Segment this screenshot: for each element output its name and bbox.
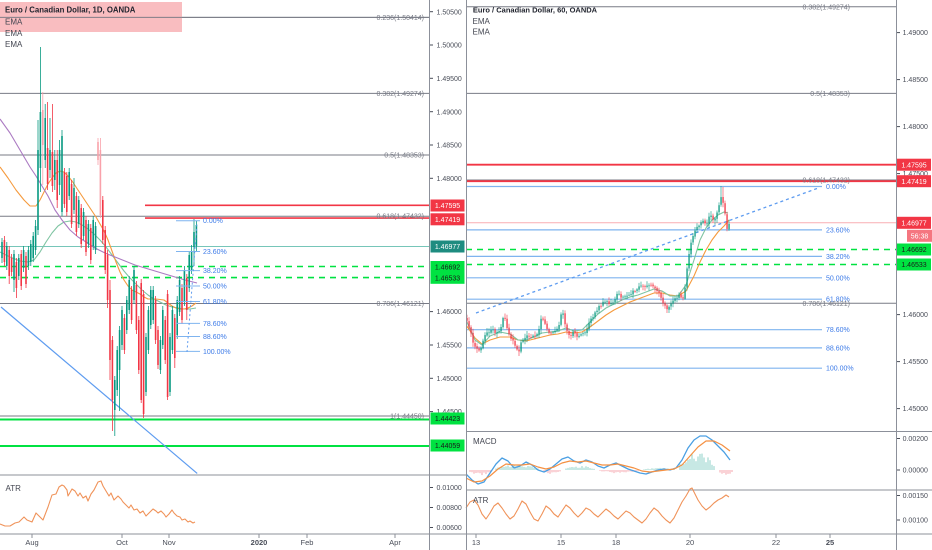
svg-text:1.47595: 1.47595	[901, 162, 926, 169]
svg-text:EMA: EMA	[473, 28, 491, 37]
svg-text:1.49500: 1.49500	[437, 76, 462, 83]
svg-text:0.00200: 0.00200	[903, 436, 928, 443]
svg-text:0.5(1.48353): 0.5(1.48353)	[384, 153, 424, 160]
svg-text:25: 25	[826, 538, 834, 547]
svg-text:1.45000: 1.45000	[437, 376, 462, 383]
svg-text:1.45500: 1.45500	[437, 343, 462, 350]
svg-text:1.50500: 1.50500	[437, 9, 462, 16]
svg-text:0.00000: 0.00000	[903, 468, 928, 475]
svg-text:1.46533: 1.46533	[901, 262, 926, 269]
svg-text:0.00800: 0.00800	[437, 505, 462, 512]
svg-text:0.00150: 0.00150	[903, 493, 928, 500]
svg-text:1.46000: 1.46000	[437, 309, 462, 316]
svg-text:18: 18	[612, 538, 620, 547]
svg-text:100.00%: 100.00%	[826, 366, 854, 373]
svg-text:100.00%: 100.00%	[203, 349, 231, 356]
svg-text:ATR: ATR	[473, 496, 489, 505]
svg-text:0.00%: 0.00%	[203, 218, 223, 225]
svg-text:0.786(1.46121): 0.786(1.46121)	[803, 301, 850, 308]
svg-text:EMA: EMA	[473, 17, 491, 26]
svg-text:EMA: EMA	[5, 18, 23, 27]
svg-text:EMA: EMA	[5, 29, 23, 38]
svg-text:Feb: Feb	[301, 538, 314, 547]
svg-text:38.20%: 38.20%	[826, 254, 850, 261]
svg-text:1.44059: 1.44059	[435, 443, 460, 450]
svg-text:50.00%: 50.00%	[203, 284, 227, 291]
svg-text:0.5(1.48353): 0.5(1.48353)	[810, 91, 850, 98]
svg-text:0.618(1.47432): 0.618(1.47432)	[803, 178, 850, 185]
svg-text:0.618(1.47432): 0.618(1.47432)	[377, 214, 424, 221]
svg-text:20: 20	[686, 538, 694, 547]
svg-text:1.44423: 1.44423	[435, 416, 460, 423]
svg-text:1.48000: 1.48000	[437, 176, 462, 183]
svg-text:1.46977: 1.46977	[901, 220, 926, 227]
svg-text:1.48500: 1.48500	[903, 77, 928, 84]
svg-text:Apr: Apr	[389, 538, 401, 547]
svg-text:23.60%: 23.60%	[826, 227, 850, 234]
svg-text:1.47500: 1.47500	[903, 171, 928, 178]
svg-text:78.60%: 78.60%	[203, 321, 227, 328]
svg-text:1.47595: 1.47595	[435, 203, 460, 210]
svg-text:0.01000: 0.01000	[437, 485, 462, 492]
svg-text:15: 15	[557, 538, 565, 547]
svg-text:1.46000: 1.46000	[903, 312, 928, 319]
svg-text:1.49000: 1.49000	[437, 109, 462, 116]
svg-text:1.47419: 1.47419	[901, 179, 926, 186]
svg-text:50.00%: 50.00%	[826, 275, 850, 282]
svg-text:1.47419: 1.47419	[435, 217, 460, 224]
svg-text:0.00%: 0.00%	[826, 184, 846, 191]
svg-text:0.236(1.50414): 0.236(1.50414)	[377, 15, 424, 22]
svg-text:Euro / Canadian Dollar, 60, OA: Euro / Canadian Dollar, 60, OANDA	[473, 6, 598, 15]
svg-text:ATR: ATR	[6, 484, 22, 493]
svg-text:Aug: Aug	[25, 538, 38, 547]
svg-text:0.382(1.49274): 0.382(1.49274)	[803, 4, 850, 11]
svg-text:0.00100: 0.00100	[903, 518, 928, 525]
svg-text:1.49000: 1.49000	[903, 30, 928, 37]
svg-text:61.80%: 61.80%	[203, 299, 227, 306]
svg-text:56:38: 56:38	[911, 233, 929, 240]
svg-text:1.46692: 1.46692	[901, 247, 926, 254]
svg-text:1(1.44450): 1(1.44450)	[390, 414, 424, 421]
svg-text:38.20%: 38.20%	[203, 268, 227, 275]
svg-text:1.46977: 1.46977	[435, 244, 460, 251]
svg-text:23.60%: 23.60%	[203, 249, 227, 256]
svg-text:22: 22	[772, 538, 780, 547]
svg-text:1.45000: 1.45000	[903, 406, 928, 413]
svg-text:Euro / Canadian Dollar, 1D, OA: Euro / Canadian Dollar, 1D, OANDA	[5, 6, 136, 15]
svg-text:1.48500: 1.48500	[437, 143, 462, 150]
svg-text:1.45500: 1.45500	[903, 359, 928, 366]
svg-text:1.48000: 1.48000	[903, 124, 928, 131]
svg-text:1.46692: 1.46692	[435, 265, 460, 272]
svg-text:0.786(1.46121): 0.786(1.46121)	[377, 301, 424, 308]
svg-text:2020: 2020	[251, 538, 268, 547]
svg-text:MACD: MACD	[473, 437, 497, 446]
svg-text:13: 13	[472, 538, 480, 547]
svg-text:1.46533: 1.46533	[435, 275, 460, 282]
svg-text:EMA: EMA	[5, 40, 23, 49]
svg-text:1.50000: 1.50000	[437, 43, 462, 50]
svg-text:0.382(1.49274): 0.382(1.49274)	[377, 91, 424, 98]
svg-text:61.80%: 61.80%	[826, 297, 850, 304]
svg-text:78.60%: 78.60%	[826, 327, 850, 334]
svg-text:88.60%: 88.60%	[203, 334, 227, 341]
svg-text:88.60%: 88.60%	[826, 345, 850, 352]
svg-text:Oct: Oct	[116, 538, 129, 547]
svg-text:Nov: Nov	[162, 538, 176, 547]
svg-text:0.00600: 0.00600	[437, 525, 462, 532]
